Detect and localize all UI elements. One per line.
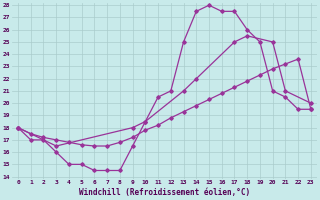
X-axis label: Windchill (Refroidissement éolien,°C): Windchill (Refroidissement éolien,°C) [79,188,250,197]
